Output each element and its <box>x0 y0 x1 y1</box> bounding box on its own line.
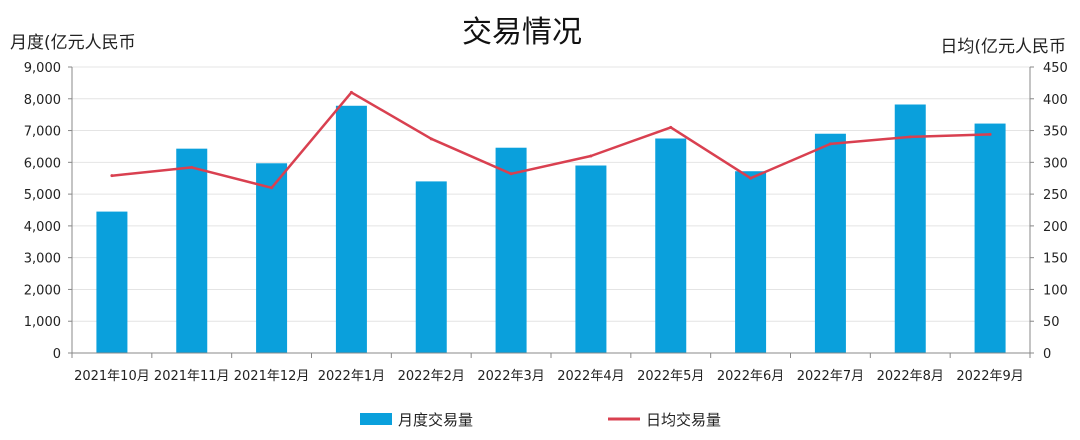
x-tick-label: 2021年12月 <box>234 369 310 384</box>
bar <box>415 181 447 353</box>
y-tick-right-label: 150 <box>1043 252 1068 267</box>
legend: 月度交易量 日均交易量 <box>360 411 721 429</box>
bar <box>974 123 1006 353</box>
line-point <box>589 154 593 158</box>
line-point <box>270 186 274 190</box>
y-tick-left-label: 0 <box>53 347 61 362</box>
y-tick-right-label: 100 <box>1043 283 1068 298</box>
bar <box>575 165 607 353</box>
line-point <box>349 90 353 94</box>
y-tick-left-label: 9,000 <box>24 61 61 76</box>
y-axis-right-ticks: 0 50 100 150 200 250 300 350 400 450 <box>1043 61 1068 362</box>
y-tick-left-label: 5,000 <box>24 188 61 203</box>
y-axis-left-ticks: 0 1,000 2,000 3,000 4,000 5,000 6,000 7,000 8,00… <box>24 61 61 362</box>
x-tick-label: 2022年7月 <box>797 369 864 384</box>
line-series <box>110 90 992 190</box>
y-tick-left-label: 8,000 <box>24 93 61 108</box>
line-point <box>190 165 194 169</box>
line-point <box>749 176 753 180</box>
bar <box>655 138 687 353</box>
chart-title: 交易情况 <box>462 15 582 50</box>
x-tick-label: 2022年3月 <box>477 369 544 384</box>
line-point <box>988 132 992 136</box>
x-tick-label: 2022年8月 <box>877 369 944 384</box>
x-tick-label: 2021年10月 <box>74 369 150 384</box>
line-point <box>110 174 114 178</box>
y-axis-left-title: 月度(亿元人民币 <box>10 33 136 53</box>
bar <box>256 163 288 353</box>
y-tick-left-label: 7,000 <box>24 125 61 140</box>
line-path <box>111 91 991 190</box>
x-tick-label: 2022年5月 <box>637 369 704 384</box>
bar <box>96 211 128 353</box>
y-tick-left-label: 2,000 <box>24 283 61 298</box>
legend-label-line: 日均交易量 <box>646 411 721 429</box>
gridlines <box>72 66 1030 322</box>
bar <box>814 133 846 353</box>
y-tick-right-label: 450 <box>1043 61 1068 76</box>
line-point <box>828 142 832 146</box>
x-tick-label: 2022年1月 <box>318 369 385 384</box>
legend-label-bar: 月度交易量 <box>398 411 473 429</box>
line-point <box>429 137 433 141</box>
y-tick-right-label: 250 <box>1043 188 1068 203</box>
bar <box>335 105 367 353</box>
x-tick-label: 2022年9月 <box>956 369 1023 384</box>
axes <box>68 66 1034 358</box>
line-point <box>669 125 673 129</box>
bar <box>176 148 208 353</box>
legend-swatch-bar <box>360 413 392 425</box>
y-tick-right-label: 200 <box>1043 220 1068 235</box>
y-tick-left-label: 1,000 <box>24 315 61 330</box>
bar <box>495 147 527 353</box>
x-tick-label: 2022年2月 <box>398 369 465 384</box>
bar-series <box>96 104 1006 354</box>
y-tick-right-label: 0 <box>1043 347 1051 362</box>
bar <box>735 171 767 353</box>
y-tick-right-label: 300 <box>1043 156 1068 171</box>
y-tick-right-label: 50 <box>1043 315 1060 330</box>
line-point <box>509 172 513 176</box>
line-point <box>908 135 912 139</box>
y-tick-right-label: 400 <box>1043 93 1068 108</box>
y-axis-right-title: 日均(亿元人民币 <box>940 37 1066 57</box>
y-tick-right-label: 350 <box>1043 125 1068 140</box>
y-tick-left-label: 4,000 <box>24 220 61 235</box>
x-tick-label: 2022年6月 <box>717 369 784 384</box>
x-axis-ticks: 2021年10月 2021年11月 2021年12月 2022年1月 2022年2月 20… <box>74 369 1024 384</box>
x-tick-label: 2022年4月 <box>557 369 624 384</box>
x-tick-label: 2021年11月 <box>154 369 230 384</box>
y-tick-left-label: 3,000 <box>24 252 61 267</box>
y-tick-left-label: 6,000 <box>24 156 61 171</box>
bar <box>894 104 926 354</box>
